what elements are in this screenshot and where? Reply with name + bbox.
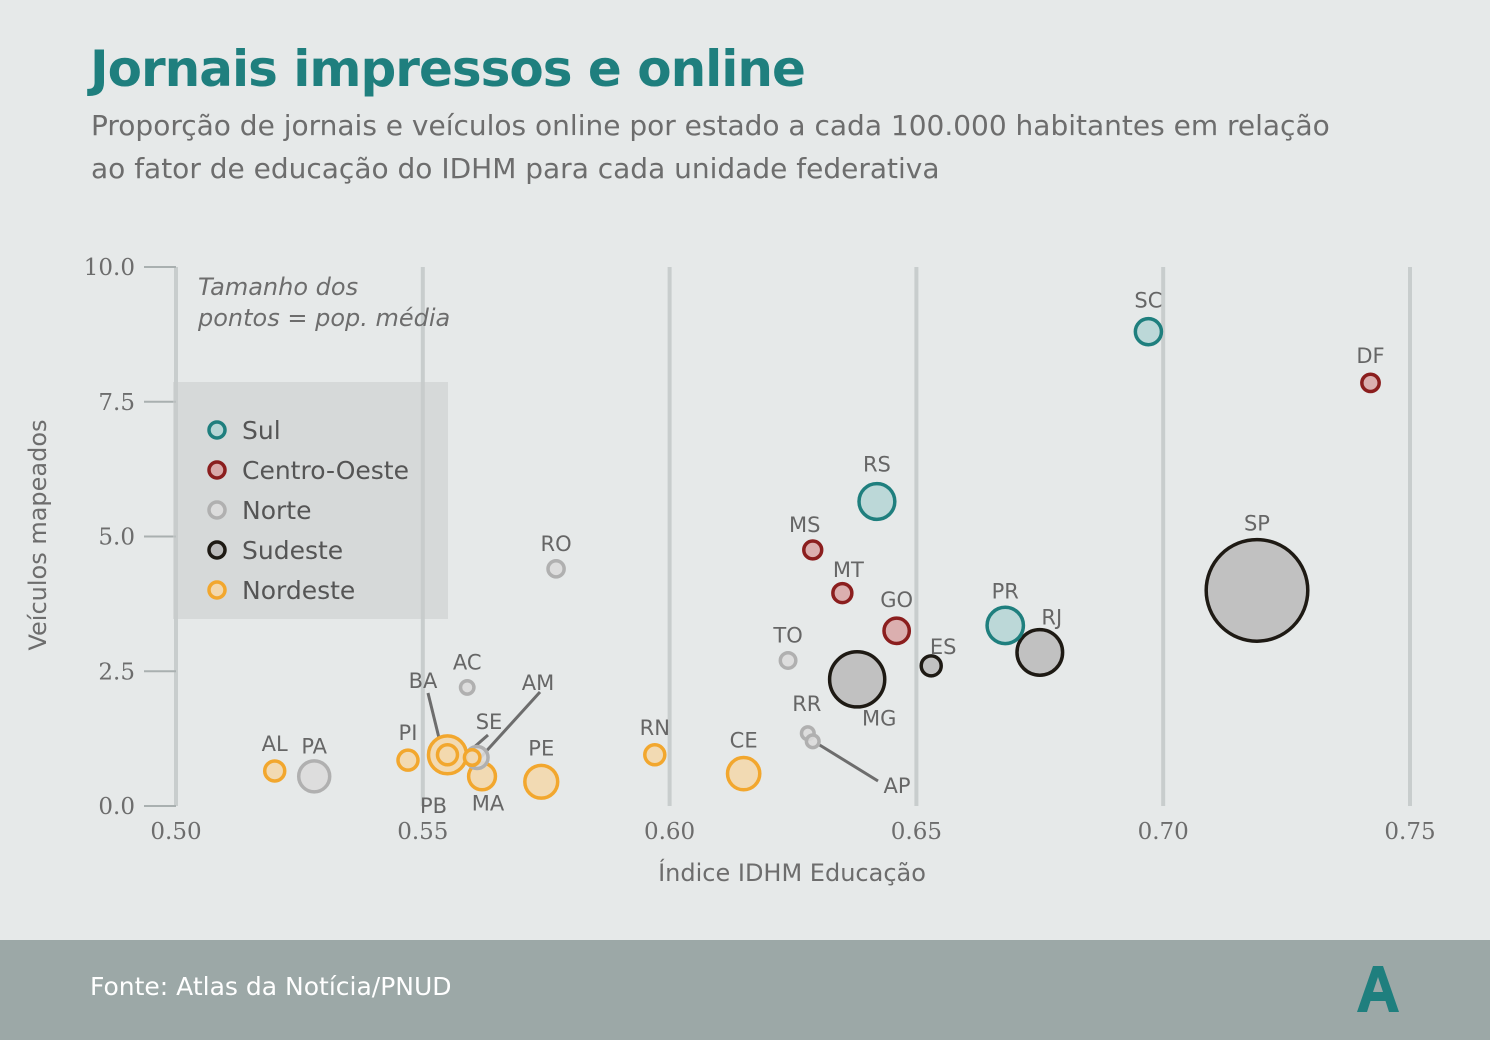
point-ap bbox=[804, 733, 821, 750]
point-label-pr: PR bbox=[992, 579, 1019, 603]
legend: Sul Centro-Oeste Norte Sudeste Nordeste bbox=[173, 382, 448, 619]
y-axis-label: Veículos mapeados bbox=[24, 419, 52, 650]
x-tick-label: 0.50 bbox=[150, 819, 201, 845]
legend-label: Sudeste bbox=[242, 536, 343, 565]
point-label-ac: AC bbox=[453, 650, 482, 674]
point-label-am: AM bbox=[522, 671, 554, 695]
point-to bbox=[778, 650, 798, 670]
point-label-ap: AP bbox=[883, 774, 910, 798]
leader-line-ap bbox=[817, 742, 879, 783]
point-label-ma: MA bbox=[472, 791, 505, 815]
point-ms bbox=[802, 539, 824, 561]
legend-label: Centro-Oeste bbox=[242, 456, 409, 485]
scatter-chart: Tamanho dos pontos = pop. média Índice I… bbox=[24, 255, 1436, 887]
point-ce bbox=[725, 755, 762, 792]
x-tick-label: 0.60 bbox=[644, 819, 695, 845]
leader-line-am bbox=[479, 690, 542, 759]
point-label-sp: SP bbox=[1244, 511, 1270, 535]
point-label-df: DF bbox=[1356, 344, 1384, 368]
point-rs bbox=[857, 481, 897, 522]
leader-lines bbox=[426, 690, 879, 783]
point-pr bbox=[985, 605, 1026, 646]
leader-line-ba bbox=[426, 692, 441, 739]
footer-source: Fonte: Atlas da Notícia/PNUD bbox=[90, 972, 452, 1001]
point-label-ro: RO bbox=[541, 532, 572, 556]
legend-label: Sul bbox=[242, 416, 281, 445]
point-pi bbox=[396, 748, 420, 772]
point-label-mg: MG bbox=[862, 706, 896, 730]
point-label-ba: BA bbox=[409, 669, 438, 693]
x-tick-label: 0.70 bbox=[1138, 819, 1189, 845]
point-label-to: TO bbox=[772, 623, 802, 647]
data-points bbox=[262, 316, 1381, 800]
y-tick-label: 10.0 bbox=[84, 255, 135, 281]
point-rj bbox=[1015, 627, 1065, 677]
point-sc bbox=[1133, 316, 1164, 347]
point-rn bbox=[643, 743, 667, 767]
point-label-sc: SC bbox=[1134, 289, 1162, 313]
size-note-line-1: Tamanho dos bbox=[198, 273, 358, 301]
x-tick-label: 0.65 bbox=[891, 819, 942, 845]
point-label-al: AL bbox=[262, 732, 288, 756]
point-se bbox=[462, 747, 482, 767]
y-tick-label: 0.0 bbox=[98, 794, 135, 820]
legend-label: Nordeste bbox=[242, 576, 355, 605]
x-axis-label: Índice IDHM Educação bbox=[658, 858, 926, 887]
point-label-ms: MS bbox=[789, 513, 820, 537]
point-label-rs: RS bbox=[863, 452, 891, 476]
footer-bar: Fonte: Atlas da Notícia/PNUD bbox=[0, 940, 1490, 1040]
point-labels: AL PA PI BA PB AC SE AM MA PE RO RN CE TO RR AP MS MT MG RS… bbox=[262, 289, 1385, 818]
atlas-a-logo-icon bbox=[1357, 966, 1399, 1012]
point-ro bbox=[546, 559, 566, 579]
point-al bbox=[262, 759, 287, 783]
point-label-pb: PB bbox=[420, 794, 447, 818]
point-label-rj: RJ bbox=[1041, 605, 1062, 629]
legend-label: Norte bbox=[242, 496, 311, 525]
point-label-rr: RR bbox=[792, 692, 821, 716]
point-pe bbox=[523, 763, 560, 800]
x-tick-label: 0.75 bbox=[1384, 819, 1435, 845]
point-pa bbox=[296, 759, 332, 794]
point-df bbox=[1360, 372, 1381, 394]
point-label-rn: RN bbox=[640, 716, 670, 740]
point-label-pi: PI bbox=[399, 721, 418, 745]
point-mg bbox=[827, 650, 887, 709]
point-ac bbox=[458, 678, 476, 696]
point-pb bbox=[435, 743, 460, 767]
y-tick-label: 7.5 bbox=[98, 390, 135, 416]
point-label-go: GO bbox=[880, 588, 913, 612]
point-go bbox=[882, 616, 912, 646]
y-tick-label: 5.0 bbox=[98, 525, 135, 551]
page-title: Jornais impressos e online bbox=[90, 40, 806, 98]
legend-marker bbox=[207, 580, 227, 600]
point-label-pe: PE bbox=[528, 737, 554, 761]
legend-marker bbox=[207, 500, 227, 520]
y-tick-label: 2.5 bbox=[98, 659, 135, 685]
grid-lines bbox=[174, 267, 1412, 806]
point-label-pa: PA bbox=[301, 734, 327, 758]
size-note-line-2: pontos = pop. média bbox=[197, 304, 450, 332]
point-label-ce: CE bbox=[730, 729, 758, 753]
legend-marker bbox=[207, 540, 227, 560]
legend-marker bbox=[207, 460, 227, 480]
point-es bbox=[919, 654, 943, 678]
point-mt bbox=[831, 581, 854, 605]
page-subtitle: Proporção de jornais e veículos online p… bbox=[91, 109, 1330, 185]
point-label-es: ES bbox=[930, 635, 957, 659]
point-sp bbox=[1204, 537, 1310, 643]
legend-marker bbox=[207, 420, 227, 440]
point-label-mt: MT bbox=[833, 558, 864, 582]
point-label-se: SE bbox=[476, 710, 503, 734]
x-tick-label: 0.55 bbox=[397, 819, 448, 845]
axes: Tamanho dos pontos = pop. média Índice I… bbox=[24, 255, 1436, 887]
